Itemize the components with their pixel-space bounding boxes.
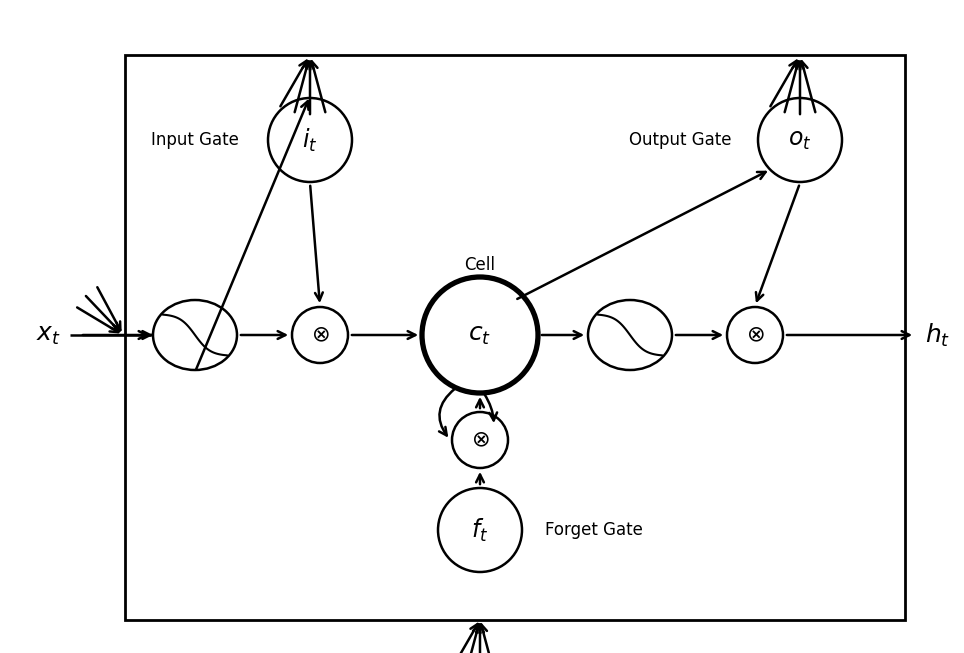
Text: $c_t$: $c_t$ [469,323,492,347]
Text: $f_t$: $f_t$ [471,517,489,543]
Text: $i_t$: $i_t$ [303,127,318,153]
Text: Forget Gate: Forget Gate [545,521,643,539]
Text: $x_t$: $x_t$ [36,323,61,347]
Text: $\otimes$: $\otimes$ [746,325,764,345]
Circle shape [758,98,842,182]
Text: $\otimes$: $\otimes$ [310,325,330,345]
Text: Input Gate: Input Gate [151,131,239,149]
Circle shape [727,307,783,363]
Ellipse shape [588,300,672,370]
Circle shape [438,488,522,572]
Ellipse shape [153,300,237,370]
Circle shape [268,98,352,182]
Circle shape [292,307,348,363]
Text: Cell: Cell [465,256,495,274]
Text: Output Gate: Output Gate [629,131,732,149]
FancyArrowPatch shape [485,394,497,421]
Text: $\otimes$: $\otimes$ [470,430,490,450]
Bar [125,55,905,620]
Circle shape [452,412,508,468]
Circle shape [422,277,538,393]
FancyArrowPatch shape [439,389,455,436]
Text: $h_t$: $h_t$ [925,321,951,349]
Text: $o_t$: $o_t$ [789,128,812,152]
